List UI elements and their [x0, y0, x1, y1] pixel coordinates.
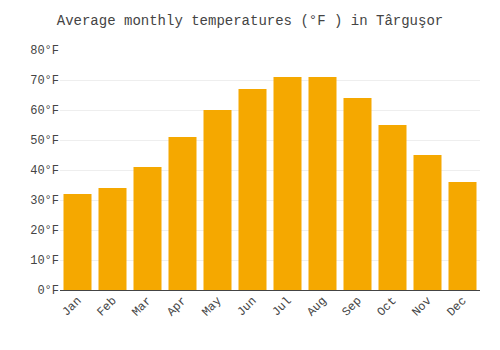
svg-text:Dec: Dec: [444, 294, 469, 319]
svg-text:Mar: Mar: [129, 294, 154, 319]
svg-text:Oct: Oct: [374, 294, 399, 319]
svg-text:Apr: Apr: [164, 294, 189, 319]
svg-text:0°F: 0°F: [37, 284, 59, 298]
svg-text:20°F: 20°F: [30, 224, 59, 238]
svg-text:May: May: [199, 294, 224, 319]
svg-text:10°F: 10°F: [30, 254, 59, 268]
svg-text:50°F: 50°F: [30, 134, 59, 148]
svg-text:Sep: Sep: [339, 294, 364, 319]
svg-text:Feb: Feb: [94, 294, 119, 319]
svg-text:Nov: Nov: [409, 294, 434, 319]
svg-text:Jul: Jul: [269, 294, 294, 319]
svg-text:Jan: Jan: [59, 294, 84, 319]
svg-text:40°F: 40°F: [30, 164, 59, 178]
svg-text:30°F: 30°F: [30, 194, 59, 208]
svg-text:80°F: 80°F: [30, 44, 59, 58]
svg-text:Average monthly temperatures (: Average monthly temperatures (°F ) in Tâ…: [57, 13, 443, 29]
svg-text:Jun: Jun: [234, 294, 259, 319]
svg-text:70°F: 70°F: [30, 74, 59, 88]
svg-text:Aug: Aug: [304, 294, 329, 319]
svg-text:60°F: 60°F: [30, 104, 59, 118]
